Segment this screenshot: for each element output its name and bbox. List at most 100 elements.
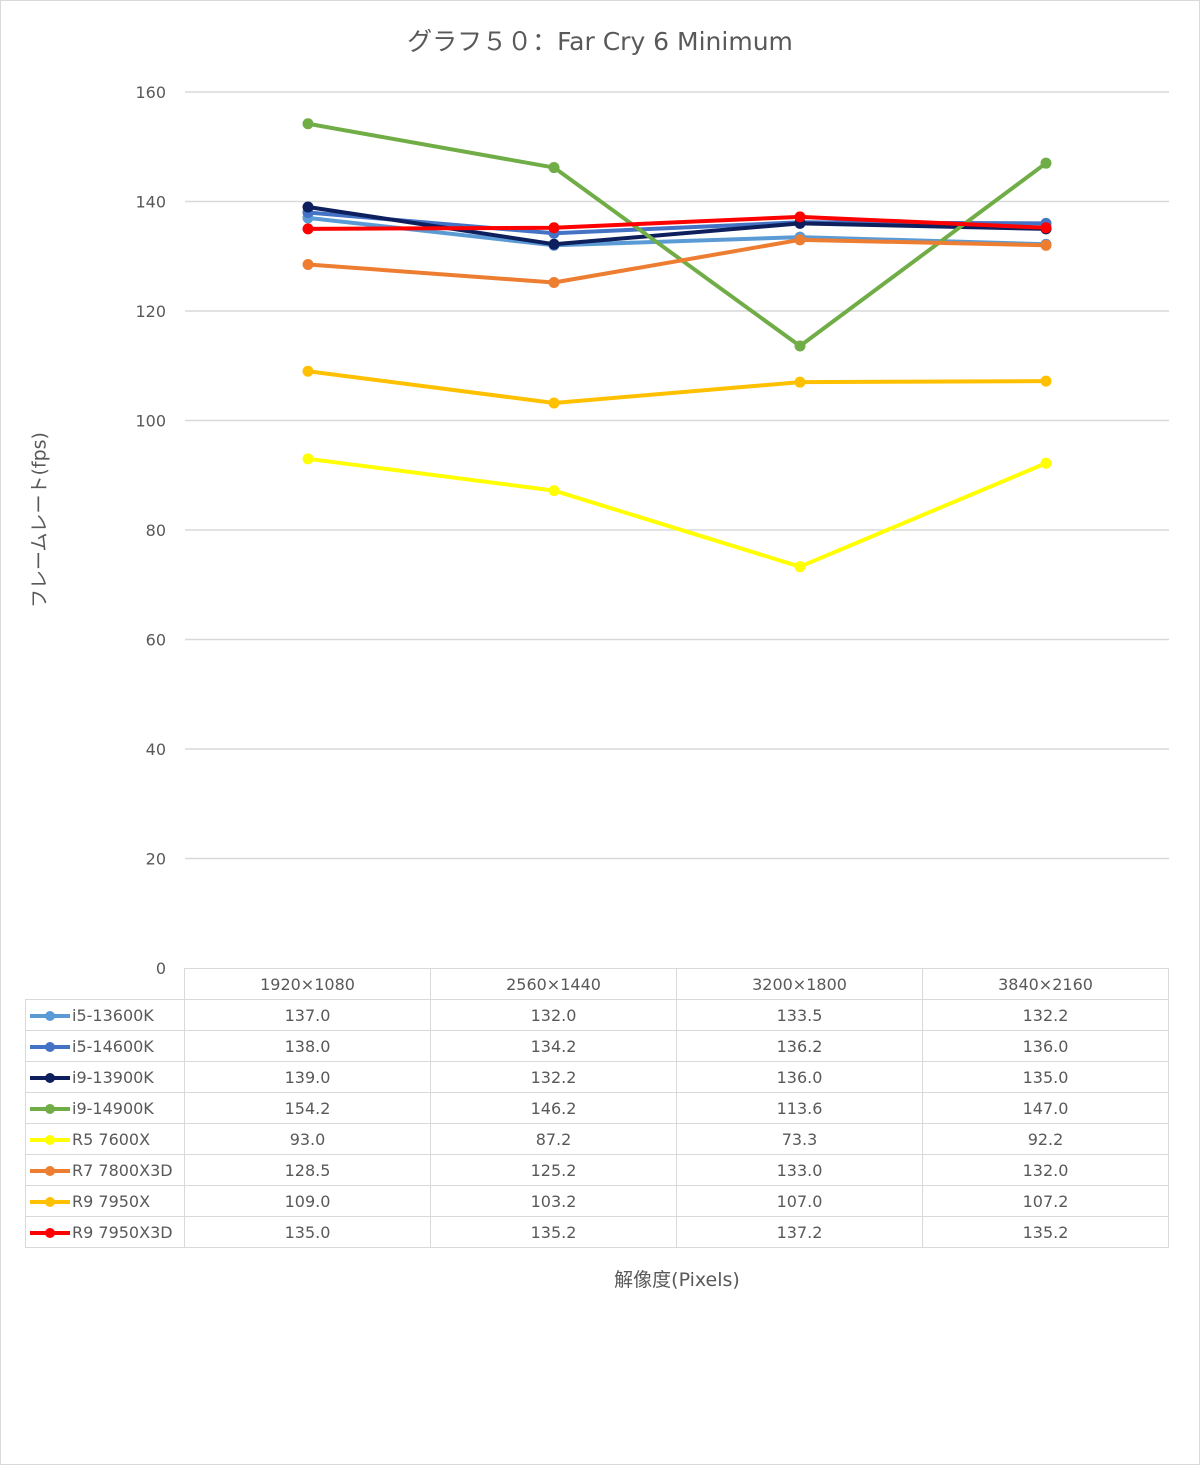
data-point <box>548 397 560 409</box>
series-line <box>307 237 1047 285</box>
series-r5-7600x <box>302 453 1052 573</box>
y-tick-label: 40 <box>146 740 166 759</box>
legend-key <box>30 1103 70 1115</box>
data-label: 137.0 <box>184 999 431 1031</box>
data-point <box>794 376 806 388</box>
data-label: 136.2 <box>676 1030 923 1062</box>
x-tick-label: 3840×2160 <box>922 968 1169 1000</box>
data-point <box>548 277 560 289</box>
data-label: 73.3 <box>676 1123 923 1155</box>
legend-key <box>30 1196 70 1208</box>
data-label: 136.0 <box>922 1030 1169 1062</box>
data-label: 146.2 <box>430 1092 677 1124</box>
legend-label: i9-14900K <box>72 1098 154 1118</box>
legend-key <box>30 1134 70 1146</box>
data-label: 154.2 <box>184 1092 431 1124</box>
legend-label: R9 7950X3D <box>72 1222 173 1242</box>
legend-marker <box>45 1166 55 1176</box>
table-corner <box>25 968 185 1000</box>
data-point <box>302 223 314 235</box>
series-r9-7950x3d <box>302 211 1052 235</box>
data-point <box>794 340 806 352</box>
data-label: 135.2 <box>430 1216 677 1248</box>
data-label: 92.2 <box>922 1123 1169 1155</box>
data-label: 128.5 <box>184 1154 431 1186</box>
legend-label: i9-13900K <box>72 1067 154 1087</box>
data-label: 103.2 <box>430 1185 677 1217</box>
table-row: R7 7800X3D 128.5 125.2 133.0 132.0 <box>25 1154 1169 1186</box>
data-point <box>548 222 560 234</box>
legend-key <box>30 1165 70 1177</box>
data-point <box>794 234 806 246</box>
legend-entry: i9-13900K <box>25 1061 185 1093</box>
legend-entry: R7 7800X3D <box>25 1154 185 1186</box>
table-row: R5 7600X 93.0 87.2 73.3 92.2 <box>25 1123 1169 1155</box>
legend-label: R9 7950X <box>72 1191 151 1211</box>
data-label: 136.0 <box>676 1061 923 1093</box>
data-point <box>1040 457 1052 469</box>
legend-label: i5-13600K <box>72 1005 154 1025</box>
series-line <box>307 121 1048 349</box>
data-label: 107.2 <box>922 1185 1169 1217</box>
chart-title: グラフ５０：Far Cry 6 Minimum <box>407 27 793 56</box>
data-point <box>794 561 806 573</box>
table-row: i5-13600K 137.0 132.0 133.5 132.2 <box>25 999 1169 1031</box>
table-row: i9-14900K 154.2 146.2 113.6 147.0 <box>25 1092 1169 1124</box>
data-label: 87.2 <box>430 1123 677 1155</box>
legend-marker <box>45 1042 55 1052</box>
data-point <box>1040 222 1052 234</box>
data-point <box>548 162 560 174</box>
data-label: 132.0 <box>922 1154 1169 1186</box>
y-tick-label: 100 <box>135 412 166 431</box>
series-i9-14900k <box>302 118 1052 352</box>
data-label: 132.2 <box>430 1061 677 1093</box>
data-point <box>548 485 560 497</box>
legend-entry: i5-14600K <box>25 1030 185 1062</box>
series-line <box>307 369 1047 405</box>
data-label: 107.0 <box>676 1185 923 1217</box>
legend-key <box>30 1072 70 1084</box>
data-point <box>302 258 314 270</box>
data-label: 135.2 <box>922 1216 1169 1248</box>
table-row: R9 7950X 109.0 103.2 107.0 107.2 <box>25 1185 1169 1217</box>
legend-marker <box>45 1135 55 1145</box>
legend-label: R5 7600X <box>72 1129 151 1149</box>
y-tick-label: 80 <box>146 521 166 540</box>
data-point <box>794 211 806 223</box>
data-label: 132.0 <box>430 999 677 1031</box>
data-table: 1920×1080 2560×1440 3200×1800 3840×2160 i5-1… <box>25 968 1169 1248</box>
legend-label: i5-14600K <box>72 1036 154 1056</box>
y-tick-label: 160 <box>135 83 166 102</box>
y-tick-label: 60 <box>146 631 166 650</box>
data-point <box>302 118 314 130</box>
data-point <box>302 365 314 377</box>
data-label: 113.6 <box>676 1092 923 1124</box>
data-label: 137.2 <box>676 1216 923 1248</box>
data-label: 139.0 <box>184 1061 431 1093</box>
legend-entry: i5-13600K <box>25 999 185 1031</box>
legend-entry: i9-14900K <box>25 1092 185 1124</box>
series-line <box>307 214 1047 231</box>
data-point <box>1040 157 1052 169</box>
legend-marker <box>45 1228 55 1238</box>
x-tick-label: 1920×1080 <box>184 968 431 1000</box>
y-tick-label: 120 <box>135 302 166 321</box>
data-label: 147.0 <box>922 1092 1169 1124</box>
table-row: i9-13900K 139.0 132.2 136.0 135.0 <box>25 1061 1169 1093</box>
y-axis-label: フレームレート(fps) <box>28 432 51 608</box>
legend-entry: R9 7950X3D <box>25 1216 185 1248</box>
data-label: 132.2 <box>922 999 1169 1031</box>
legend-label: R7 7800X3D <box>72 1160 173 1180</box>
x-tick-label: 2560×1440 <box>430 968 677 1000</box>
data-point <box>1040 239 1052 251</box>
series-r7-7800x3d <box>302 234 1052 289</box>
series-line <box>307 204 1047 247</box>
y-tick-label: 140 <box>135 193 166 212</box>
data-label: 135.0 <box>922 1061 1169 1093</box>
data-point <box>548 238 560 250</box>
data-label: 109.0 <box>184 1185 431 1217</box>
legend-key <box>30 1041 70 1053</box>
series-line <box>307 456 1047 569</box>
table-row: i5-14600K 138.0 134.2 136.2 136.0 <box>25 1030 1169 1062</box>
